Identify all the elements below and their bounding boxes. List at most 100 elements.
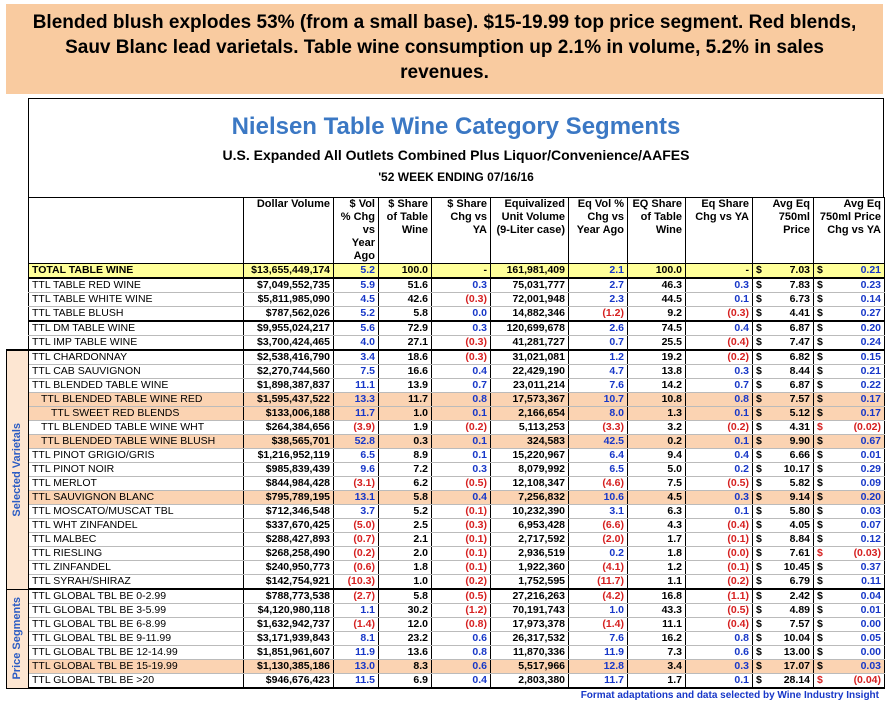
row: TTL WHT ZINFANDEL $337,670,425 (5.0) 2.5 (0.… [7,518,885,533]
cell: 5.2 [333,306,379,322]
cell: $946,676,423 [243,673,334,689]
cell-wrap: $0.11 [817,575,881,587]
cell: (0.1) [431,504,491,519]
cell-wrap: $6.82 [756,351,810,364]
cell: $0.09 [813,476,885,491]
currency: $ [817,533,823,545]
cell: (0.4) [685,617,753,632]
row: TTL MOSCATO/MUSCAT TBL $712,346,548 3.7 5.2… [7,504,885,519]
cell-value: 2.42 [789,590,810,602]
group-label: Selected Varietals [6,349,29,590]
cell: 23.2 [378,631,432,646]
cell: 10.6 [568,490,628,505]
currency: $ [817,575,823,587]
blank [6,263,29,351]
cell: (0.1) [431,532,491,547]
row: TOTAL TABLE WINE $13,655,449,174 5.2 100.0-… [6,263,885,351]
cell: 75,031,777 [490,278,569,293]
cell: 3.1 [568,504,628,519]
cell: 4.5 [333,292,379,307]
cell: 30.2 [378,603,432,618]
cell-wrap: $ (0.03) [817,547,881,560]
cell: (0.3) [431,335,491,351]
cell-value: 9.90 [789,435,810,447]
cell: $ (0.02) [813,420,885,435]
cell: (4.1) [568,560,628,575]
cell: $5.80 [752,504,814,519]
row-label: TTL TABLE WHITE WINE [28,292,244,307]
cell: 11.9 [568,645,628,660]
cell-value: 0.20 [860,491,881,503]
cell: $1,851,961,607 [243,645,334,660]
cell: (3.1) [333,476,379,491]
cell: 11.5 [333,673,379,689]
cell: (0.7) [333,532,379,547]
currency: $ [817,660,823,672]
cell: 13.9 [378,378,432,393]
cell: $2,270,744,560 [243,364,334,379]
cell: - [685,263,753,279]
cell-wrap: $7.47 [756,336,810,348]
cell: 8.9 [378,448,432,463]
cell-value: 0.67 [860,435,881,447]
cell: 7.5 [333,364,379,379]
cell-wrap: $10.45 [756,561,810,574]
cell: 5.9 [333,278,379,293]
row-label: TTL SYRAH/SHIRAZ [28,574,244,590]
cell-wrap: $0.03 [817,660,881,673]
cell: $0.03 [813,504,885,519]
row: TTL GLOBAL TBL BE 12-14.99 $1,851,961,607… [7,645,885,660]
cell-value: 0.23 [860,279,881,291]
currency: $ [817,279,823,291]
cell: (1.4) [333,617,379,632]
row-label: TTL PINOT NOIR [28,462,244,477]
cell: 5.8 [378,490,432,505]
currency: $ [817,618,823,630]
cell: 0.4 [431,364,491,379]
currency: $ [756,421,762,433]
cell-wrap: $0.22 [817,379,881,392]
cell: $0.00 [813,617,885,632]
row-label: TTL BLENDED TABLE WINE [28,378,244,393]
cell: $7.03 [752,263,814,279]
cell-wrap: $5.82 [756,477,810,490]
cell-wrap: $0.05 [817,632,881,645]
cell-wrap: $7.57 [756,393,810,406]
cell: (0.5) [431,589,491,604]
cell-value: 6.66 [789,449,810,461]
cell: (0.3) [431,350,491,365]
cell: $38,565,701 [243,434,334,449]
cell: 0.3 [685,490,753,505]
cell: $6.73 [752,292,814,307]
currency: $ [756,336,762,348]
cell-value: 0.14 [860,293,881,305]
cell: $0.20 [813,490,885,505]
cell: 8.3 [378,659,432,674]
cell: $7.57 [752,392,814,407]
cell-value: (0.04) [853,674,881,686]
cell: $0.23 [813,278,885,293]
cell-wrap: $10.17 [756,463,810,476]
cell-value: (0.02) [853,421,881,433]
cell: (5.0) [333,518,379,533]
cell: 0.3 [685,278,753,293]
row-label: TTL TABLE RED WINE [28,278,244,293]
cell-value: 8.84 [789,533,810,545]
currency: $ [756,561,762,573]
cell-wrap: $0.24 [817,336,881,348]
row: TTL RIESLING $268,258,490 (0.2) 2.0 (0.1) 2,9… [7,546,885,561]
cell: 42.6 [378,292,432,307]
cell-wrap: $8.84 [756,533,810,546]
period: '52 WEEK ENDING 07/16/16 [378,170,534,184]
cell: 10.7 [568,392,628,407]
currency: $ [756,660,762,672]
cell: 0.8 [685,392,753,407]
cell-value: 8.44 [789,365,810,377]
currency: $ [756,351,762,363]
currency: $ [817,336,823,348]
cell-value: 0.24 [860,336,881,348]
currency: $ [817,393,823,405]
cell-value: 13.00 [783,646,810,658]
cell: $4.31 [752,420,814,435]
cell-value: (0.03) [853,547,881,559]
